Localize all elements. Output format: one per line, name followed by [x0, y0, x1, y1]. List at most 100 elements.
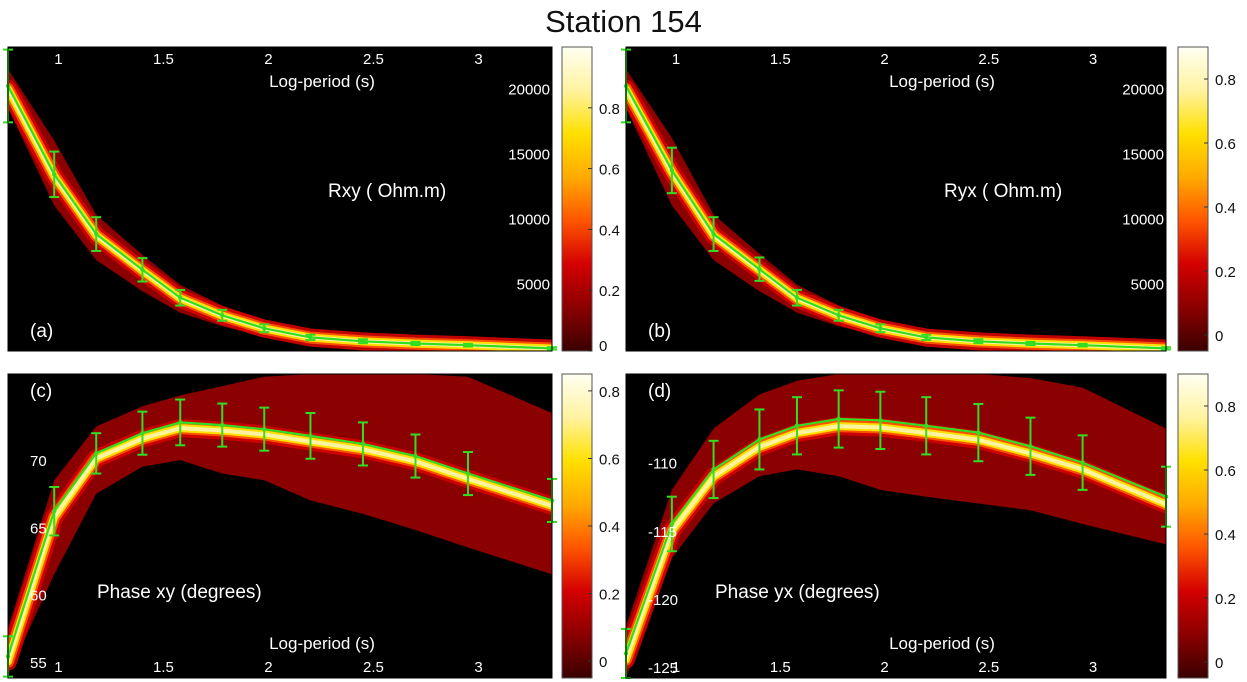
data-point: [220, 422, 225, 428]
data-point: [220, 313, 225, 318]
plot-area: [8, 69, 552, 351]
data-point: [94, 231, 99, 237]
data-point: [308, 335, 313, 340]
data-point: [360, 339, 366, 344]
data-point: [669, 521, 675, 527]
panel-label: (d): [648, 381, 671, 402]
chart-panel: 1 1.5 2 2.5 3 Log-period (s) -110 -115 -120 -125 (…: [621, 373, 1236, 679]
colorbar: 0 0.2 0.4 0.6 0.8: [561, 46, 620, 355]
colorbar-tick-label: 0: [599, 654, 607, 671]
colorbar-tick-label: 0.4: [1215, 527, 1236, 544]
x-axis-label: Log-period (s): [889, 634, 995, 653]
x-tick-label: 1.5: [770, 659, 791, 676]
data-point: [711, 231, 716, 237]
data-point: [413, 341, 418, 346]
plot-background: [8, 47, 552, 351]
data-point: [360, 441, 366, 447]
colorbar-tick-label: 0.6: [1215, 136, 1236, 153]
colorbar-tick-label: 0.2: [1215, 264, 1236, 281]
data-point: [178, 295, 183, 300]
x-tick-label: 1.5: [770, 51, 791, 68]
series-annotation: Rxy ( Ohm.m): [328, 181, 446, 202]
colorbar-tick-label: 0.6: [599, 162, 620, 179]
data-point: [52, 172, 57, 177]
x-tick-label: 3: [1089, 659, 1097, 676]
colorbar-tick-label: 0.8: [1215, 399, 1236, 416]
data-point: [94, 451, 99, 456]
panel-label: (c): [30, 381, 52, 402]
colorbar-tick-label: 0.8: [599, 384, 620, 401]
colorbar-tick-label: 0.6: [599, 451, 620, 468]
colorbar-fill: [1177, 46, 1209, 352]
series-line: [626, 417, 1166, 654]
data-point: [836, 313, 841, 318]
colorbar-fill: [1177, 373, 1209, 679]
colorbar-tick-label: 0: [1215, 328, 1223, 345]
data-point: [308, 433, 313, 439]
data-point: [1080, 342, 1085, 348]
series-annotation: Phase yx (degrees): [715, 582, 880, 603]
series-line: [8, 421, 552, 657]
x-tick-label: 2: [264, 51, 272, 68]
series-annotation: Ryx ( Ohm.m): [944, 181, 1062, 202]
data-point: [757, 266, 762, 272]
y-tick-label: 65: [30, 520, 47, 537]
colorbar: 0 0.2 0.4 0.6 0.8: [1177, 46, 1236, 352]
x-tick-label: 2: [264, 659, 272, 676]
x-tick-label: 1: [672, 659, 680, 676]
x-tick-label: 1.5: [153, 659, 174, 676]
data-point: [465, 342, 471, 348]
panel-label: (a): [30, 321, 53, 342]
y-tick-label: -110: [648, 456, 677, 473]
plot-background: [626, 47, 1166, 351]
x-tick-label: 3: [1089, 51, 1097, 68]
colorbar-tick-label: 0.6: [1215, 463, 1236, 480]
data-point: [757, 437, 762, 442]
y-tick-label: 20000: [1122, 82, 1164, 99]
figure-title: Station 154: [545, 4, 702, 39]
data-point: [878, 326, 883, 331]
data-point: [262, 326, 267, 331]
y-tick-label: 15000: [1122, 147, 1164, 164]
x-tick-label: 1.5: [153, 51, 174, 68]
y-tick-label: 10000: [508, 211, 550, 228]
colorbar-fill: [561, 373, 593, 679]
x-tick-label: 2.5: [363, 51, 384, 68]
data-point: [262, 426, 267, 432]
data-point: [794, 295, 800, 300]
plot-frame: [7, 373, 553, 679]
colorbar: 0 0.2 0.4 0.6 0.8: [561, 373, 620, 679]
x-tick-label: 2.5: [978, 659, 999, 676]
colorbar-tick-label: 0.4: [599, 519, 620, 536]
series-line: [8, 85, 552, 350]
x-tick-label: 1: [54, 51, 62, 68]
data-point: [669, 168, 675, 173]
x-tick-label: 2.5: [978, 51, 999, 68]
y-tick-label: 55: [30, 655, 47, 672]
data-point: [178, 420, 183, 425]
data-point: [1028, 341, 1033, 346]
y-tick-label: 70: [30, 453, 47, 470]
series-annotation: Phase xy (degrees): [97, 582, 262, 603]
colorbar-tick-label: 0.8: [599, 101, 620, 118]
y-tick-label: -120: [648, 592, 678, 609]
data-point: [924, 423, 929, 429]
x-tick-label: 2.5: [363, 659, 384, 676]
plot-frame: [625, 46, 1167, 352]
colorbar-fill: [561, 46, 593, 352]
y-tick-label: 15000: [508, 147, 550, 164]
colorbar-tick-label: 0.2: [599, 283, 620, 300]
plot-area: [626, 69, 1166, 351]
data-point: [794, 423, 800, 429]
data-point: [924, 335, 929, 340]
data-point: [836, 416, 841, 422]
data-point: [976, 339, 981, 344]
colorbar: 0 0.2 0.4 0.6 0.8: [1177, 373, 1236, 679]
colorbar-tick-label: 0.2: [1215, 591, 1236, 608]
y-tick-label: -125: [648, 660, 678, 677]
data-point: [413, 453, 418, 459]
x-tick-label: 1: [54, 659, 62, 676]
data-point: [52, 509, 57, 514]
x-tick-label: 1: [672, 51, 680, 68]
